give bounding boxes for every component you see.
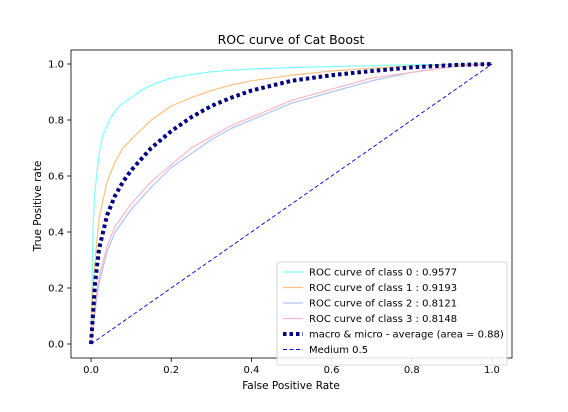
series-line-4 xyxy=(89,62,493,345)
x-tick-label: 0.2 xyxy=(163,365,179,376)
legend-label-3: ROC curve of class 3 : 0.8148 xyxy=(309,314,457,325)
series-line-1 xyxy=(90,63,493,345)
legend-label-1: ROC curve of class 1 : 0.9193 xyxy=(309,283,457,294)
legend-label-5: Medium 0.5 xyxy=(309,345,368,356)
y-tick-label: 0.2 xyxy=(48,284,64,295)
legend-box xyxy=(276,261,508,366)
x-tick-label: 0.0 xyxy=(83,365,99,376)
legend-label-0: ROC curve of class 0 : 0.9577 xyxy=(309,268,457,279)
plot-area xyxy=(89,62,493,345)
x-tick-label: 0.4 xyxy=(243,365,259,376)
y-tick-label: 0.0 xyxy=(48,340,64,351)
series-line-3 xyxy=(90,63,493,345)
y-axis-label: True Positive rate xyxy=(32,161,44,253)
legend-label-4: macro & micro - average (area = 0.88) xyxy=(309,330,504,341)
chart-title: ROC curve of Cat Boost xyxy=(218,32,365,47)
y-tick-label: 1.0 xyxy=(48,60,64,71)
x-tick-label: 0.6 xyxy=(324,365,340,376)
legend-label-2: ROC curve of class 2 : 0.8121 xyxy=(309,299,457,310)
y-tick-label: 0.4 xyxy=(48,228,64,239)
x-tick-label: 1.0 xyxy=(484,365,500,376)
y-tick-label: 0.6 xyxy=(48,172,64,183)
x-axis-label: False Positive Rate xyxy=(242,380,340,392)
x-tick-label: 0.8 xyxy=(404,365,420,376)
series-line-5 xyxy=(90,63,493,345)
series-line-2 xyxy=(90,63,493,345)
legend: ROC curve of class 0 : 0.9577 ROC curve o… xyxy=(276,261,508,366)
series-line-0 xyxy=(90,63,493,345)
y-tick-label: 0.8 xyxy=(48,116,64,127)
